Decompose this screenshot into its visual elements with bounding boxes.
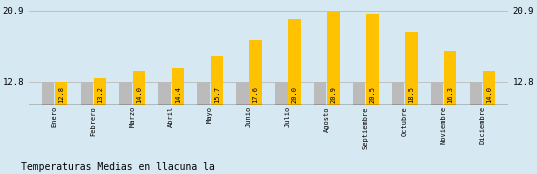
Bar xyxy=(314,82,326,105)
Bar xyxy=(55,82,67,105)
Text: 20.0: 20.0 xyxy=(292,86,297,103)
Bar xyxy=(288,19,301,105)
Text: 14.0: 14.0 xyxy=(136,86,142,103)
Bar xyxy=(275,82,288,105)
Bar xyxy=(172,68,184,105)
Bar xyxy=(41,82,54,105)
Text: 16.3: 16.3 xyxy=(447,86,453,103)
Bar xyxy=(483,71,496,105)
Bar xyxy=(133,71,145,105)
Bar xyxy=(405,32,418,105)
Bar xyxy=(366,14,379,105)
Bar xyxy=(392,82,404,105)
Bar xyxy=(119,82,132,105)
Text: 20.5: 20.5 xyxy=(369,86,375,103)
Text: 18.5: 18.5 xyxy=(408,86,415,103)
Bar xyxy=(81,82,93,105)
Text: 14.0: 14.0 xyxy=(486,86,492,103)
Bar xyxy=(353,82,365,105)
Text: 13.2: 13.2 xyxy=(97,86,103,103)
Bar xyxy=(431,82,443,105)
Bar xyxy=(197,82,210,105)
Text: 20.9: 20.9 xyxy=(330,86,337,103)
Text: Temperaturas Medias en llacuna la: Temperaturas Medias en llacuna la xyxy=(21,162,215,172)
Bar xyxy=(444,51,456,105)
Text: 17.6: 17.6 xyxy=(252,86,259,103)
Bar xyxy=(158,82,171,105)
Text: 14.4: 14.4 xyxy=(175,86,181,103)
Bar xyxy=(327,11,340,105)
Text: 12.8: 12.8 xyxy=(58,86,64,103)
Bar xyxy=(94,78,106,105)
Text: 15.7: 15.7 xyxy=(214,86,220,103)
Bar xyxy=(249,40,262,105)
Bar xyxy=(470,82,482,105)
Bar xyxy=(236,82,249,105)
Bar xyxy=(211,56,223,105)
